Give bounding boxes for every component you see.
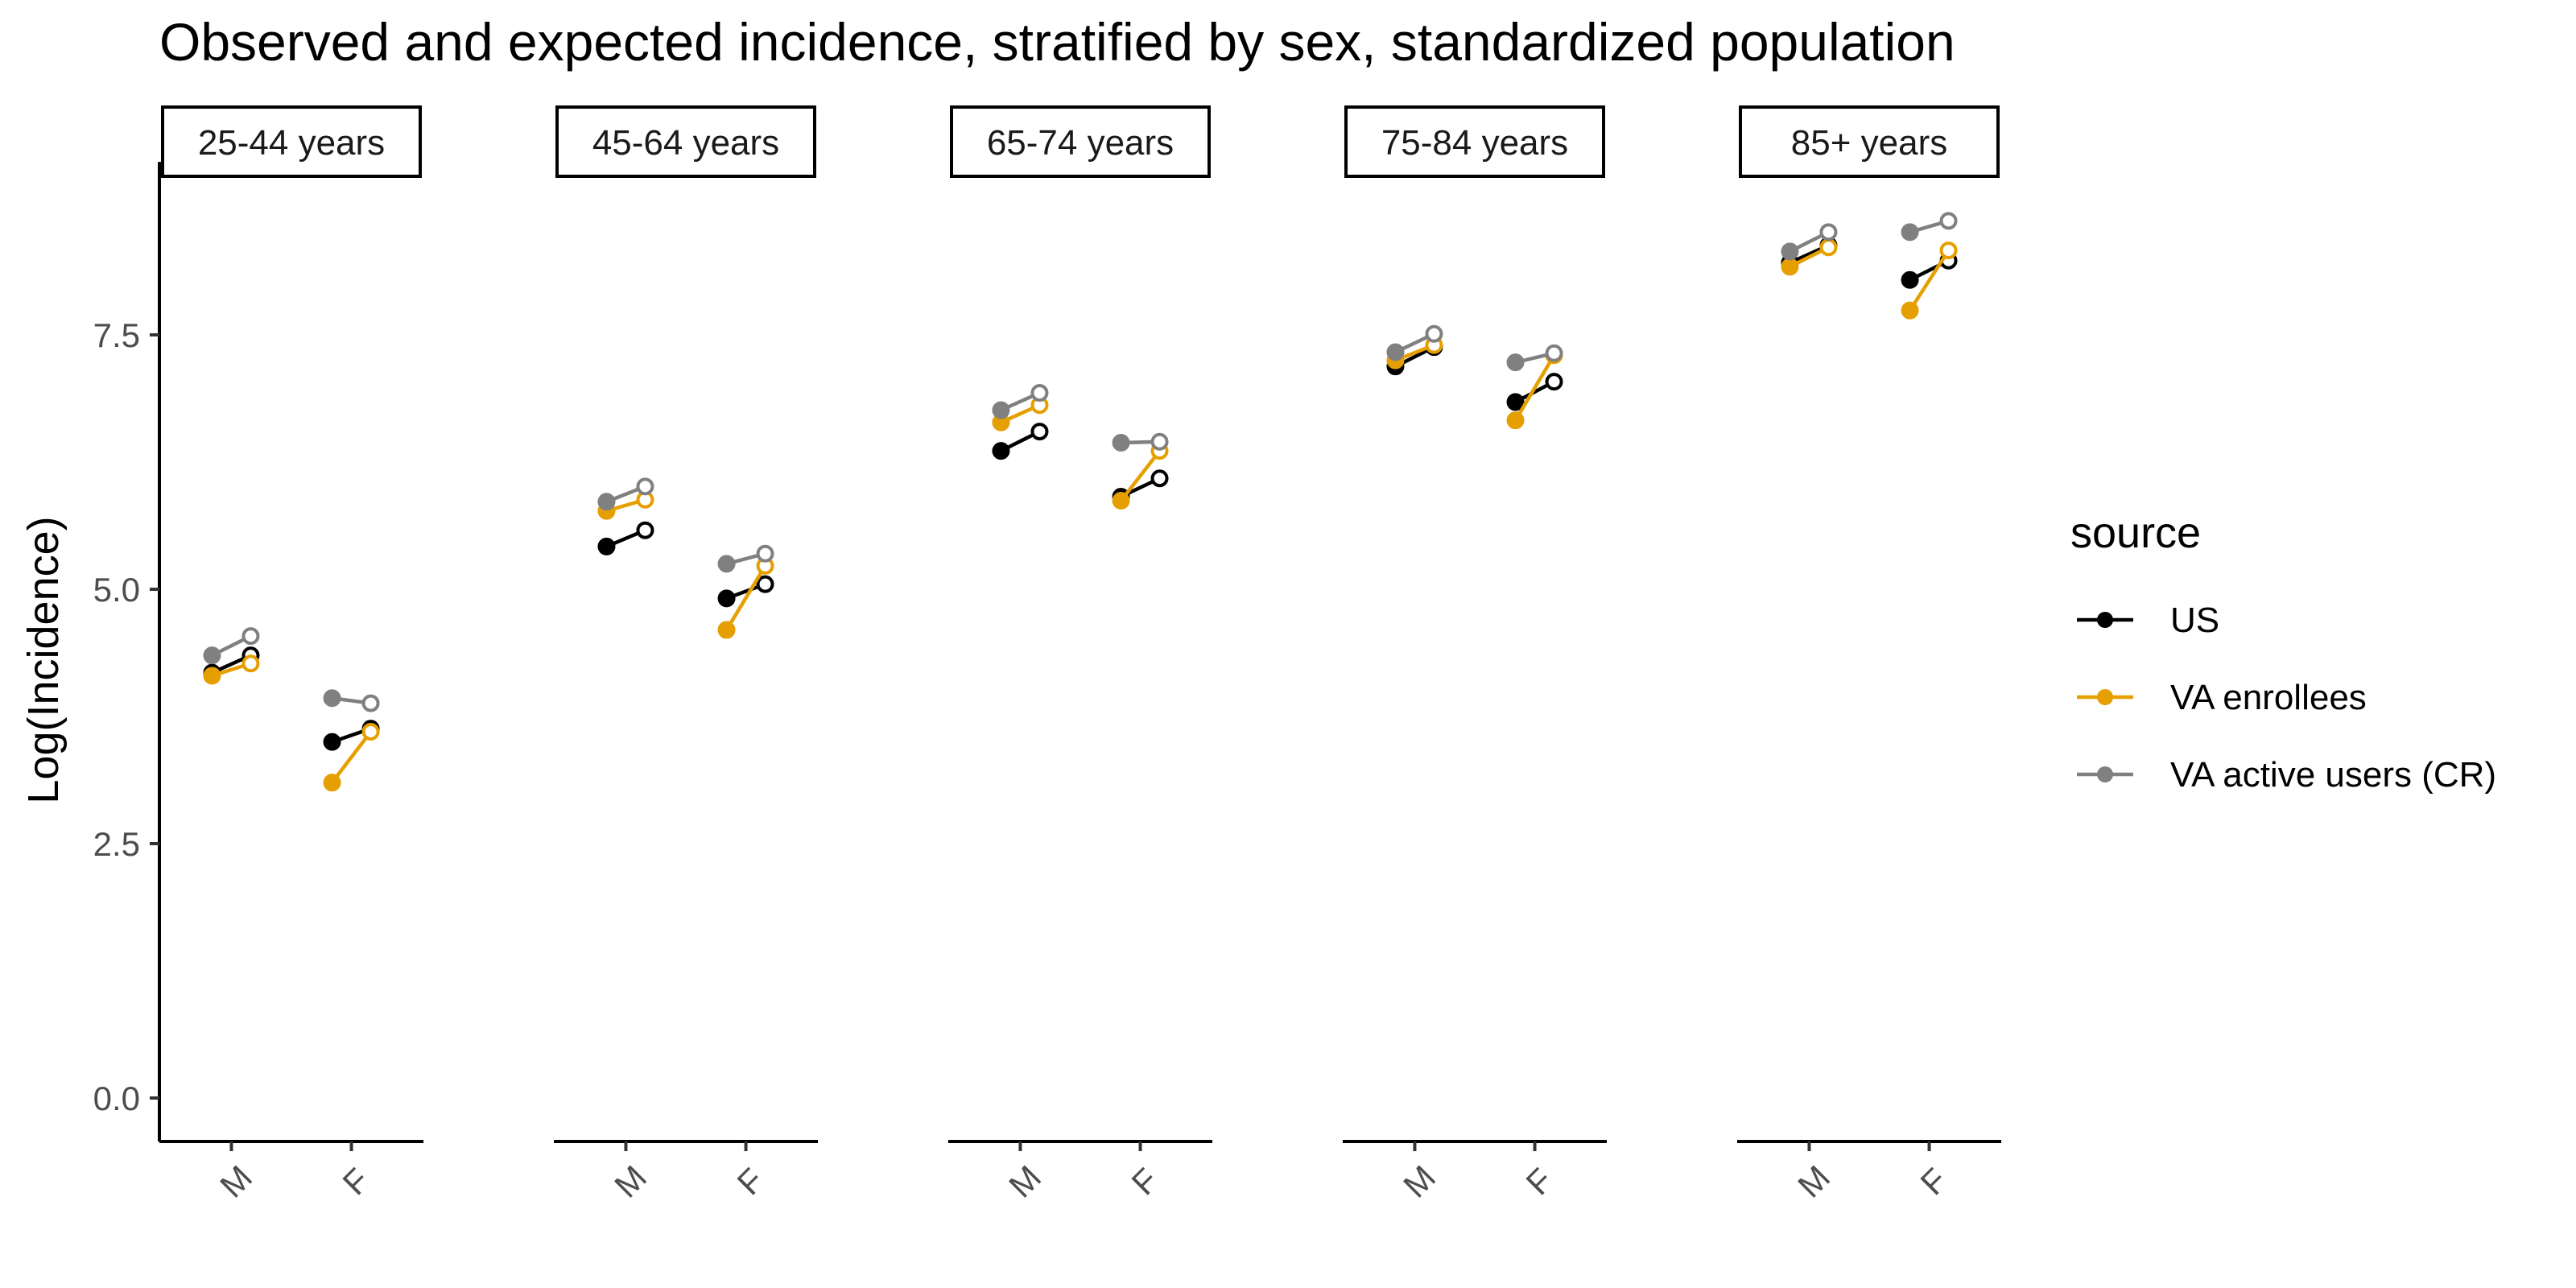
x-tick-label: M bbox=[607, 1158, 654, 1205]
facet-strip bbox=[555, 105, 816, 178]
expected-point bbox=[242, 654, 260, 673]
observed-point bbox=[323, 733, 341, 751]
x-tick-label: F bbox=[336, 1161, 377, 1202]
facet-strip-label: 85+ years bbox=[1791, 123, 1947, 163]
expected-point bbox=[756, 544, 774, 563]
facet-strip bbox=[161, 105, 422, 178]
legend-title: source bbox=[2070, 509, 2201, 557]
observed-point bbox=[1506, 353, 1525, 372]
y-tick-label: 5.0 bbox=[93, 571, 140, 609]
expected-point bbox=[1545, 373, 1563, 391]
facet-strip-label: 25-44 years bbox=[198, 123, 385, 163]
expected-point bbox=[1425, 324, 1443, 343]
facet-strip-label: 75-84 years bbox=[1381, 123, 1568, 163]
expected-point bbox=[636, 477, 654, 496]
facet-panel: 65-74 years M F bbox=[948, 105, 1212, 1205]
observed-point bbox=[203, 667, 221, 685]
observed-point bbox=[1386, 343, 1405, 361]
x-tick-label: F bbox=[730, 1161, 771, 1202]
observed-point bbox=[992, 442, 1010, 460]
series-line bbox=[1119, 449, 1162, 502]
expected-point bbox=[361, 722, 380, 741]
series-line bbox=[724, 564, 767, 631]
legend-label: VA enrollees bbox=[2170, 678, 2367, 717]
expected-point bbox=[1939, 212, 1958, 230]
observed-point bbox=[1901, 301, 1919, 320]
expected-point bbox=[1939, 242, 1958, 260]
legend-label: VA active users (CR) bbox=[2170, 755, 2496, 795]
observed-point bbox=[597, 493, 616, 511]
series-line bbox=[1513, 354, 1556, 422]
y-axis-label: Log(Incidence) bbox=[19, 516, 68, 803]
observed-point bbox=[1901, 270, 1919, 289]
legend-key-point bbox=[2097, 689, 2113, 705]
series-line bbox=[1908, 249, 1951, 312]
legend-key-point bbox=[2097, 612, 2113, 628]
x-tick-label: F bbox=[1913, 1161, 1955, 1202]
observed-point bbox=[323, 689, 341, 708]
facet-strip bbox=[1739, 105, 2000, 178]
expected-point bbox=[1819, 238, 1838, 257]
observed-point bbox=[1901, 223, 1919, 242]
observed-point bbox=[1112, 492, 1130, 510]
observed-point bbox=[1781, 242, 1799, 261]
x-tick-label: M bbox=[1790, 1158, 1837, 1205]
legend-item: VA active users (CR) bbox=[2077, 755, 2496, 795]
observed-point bbox=[323, 774, 341, 792]
observed-point bbox=[1781, 258, 1799, 276]
facet-panel: 45-64 years M F bbox=[554, 105, 818, 1205]
facet-panel: 85+ years M F bbox=[1737, 105, 2001, 1205]
series-line bbox=[330, 730, 373, 784]
y-tick-label: 0.0 bbox=[93, 1080, 140, 1117]
expected-point bbox=[1150, 432, 1169, 451]
facet-strip-label: 45-64 years bbox=[592, 123, 779, 163]
x-tick-label: F bbox=[1125, 1161, 1166, 1202]
expected-point bbox=[361, 694, 380, 712]
observed-point bbox=[717, 621, 736, 639]
observed-point bbox=[1112, 433, 1130, 452]
facet-panel: 75-84 years M F bbox=[1343, 105, 1607, 1205]
expected-point bbox=[1150, 469, 1169, 488]
y-tick-label: 2.5 bbox=[93, 825, 140, 863]
legend-item: VA enrollees bbox=[2077, 678, 2367, 717]
observed-point bbox=[1506, 411, 1525, 430]
facet-strip bbox=[1344, 105, 1605, 178]
x-tick-label: M bbox=[1001, 1158, 1048, 1205]
expected-point bbox=[1819, 223, 1838, 242]
observed-point bbox=[717, 555, 736, 573]
facet-strip bbox=[950, 105, 1211, 178]
observed-point bbox=[597, 537, 616, 555]
expected-point bbox=[756, 575, 774, 593]
facet-strip-label: 65-74 years bbox=[987, 123, 1174, 163]
x-tick-label: M bbox=[213, 1158, 259, 1205]
observed-point bbox=[992, 401, 1010, 419]
legend-item: US bbox=[2077, 601, 2219, 640]
expected-point bbox=[1545, 344, 1563, 362]
x-tick-label: F bbox=[1519, 1161, 1560, 1202]
expected-point bbox=[1030, 423, 1049, 441]
legend-label: US bbox=[2170, 601, 2219, 640]
expected-point bbox=[636, 521, 654, 539]
x-tick-label: M bbox=[1396, 1158, 1443, 1205]
facet-panel: 25-44 years M F bbox=[159, 105, 423, 1205]
observed-point bbox=[1506, 393, 1525, 411]
observed-point bbox=[717, 589, 736, 608]
expected-point bbox=[242, 627, 260, 646]
chart-title: Observed and expected incidence, stratif… bbox=[159, 12, 1955, 72]
legend-key-point bbox=[2097, 766, 2113, 782]
y-tick-label: 7.5 bbox=[93, 316, 140, 354]
observed-point bbox=[203, 646, 221, 665]
expected-point bbox=[1030, 384, 1049, 402]
legend: source US VA enrollees VA active users (CR) bbox=[2070, 509, 2496, 795]
